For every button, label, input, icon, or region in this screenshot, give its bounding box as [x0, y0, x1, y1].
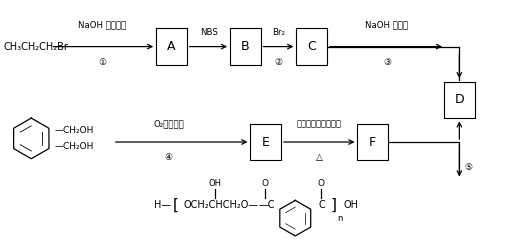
Text: H—: H— — [154, 200, 171, 210]
Text: ④: ④ — [165, 153, 173, 162]
Text: ]: ] — [331, 197, 337, 212]
Text: F: F — [369, 136, 376, 148]
Bar — [296, 28, 327, 65]
Text: O₂，催化剂: O₂，催化剂 — [153, 119, 184, 128]
Bar — [230, 28, 261, 65]
Text: NaOH 乙醇溶液: NaOH 乙醇溶液 — [79, 20, 127, 29]
Text: OH: OH — [208, 179, 221, 188]
Text: OH: OH — [344, 200, 359, 210]
Text: NBS: NBS — [200, 28, 218, 37]
Text: 新制氢氧化铜，酸化: 新制氢氧化铜，酸化 — [297, 119, 342, 128]
Bar — [357, 124, 388, 160]
Bar — [250, 124, 281, 160]
Text: E: E — [262, 136, 270, 148]
Text: △: △ — [316, 153, 322, 162]
Text: O: O — [261, 179, 268, 188]
Text: C: C — [307, 40, 316, 53]
Text: B: B — [241, 40, 249, 53]
Text: C: C — [318, 200, 325, 210]
Text: —CH₂OH: —CH₂OH — [54, 142, 94, 151]
Text: Br₂: Br₂ — [272, 28, 285, 37]
Bar — [444, 82, 475, 118]
Text: ③: ③ — [383, 58, 391, 67]
Text: ①: ① — [99, 58, 107, 67]
Text: CH₃CH₂CH₂Br: CH₃CH₂CH₂Br — [3, 42, 68, 52]
Text: n: n — [337, 214, 342, 223]
Text: [: [ — [173, 197, 179, 212]
Text: A: A — [167, 40, 176, 53]
Text: NaOH 水溶液: NaOH 水溶液 — [365, 20, 408, 29]
Text: D: D — [454, 93, 464, 106]
Text: —C: —C — [259, 200, 275, 210]
Bar — [156, 28, 187, 65]
Text: ⑤: ⑤ — [464, 163, 473, 172]
Text: —CH₂OH: —CH₂OH — [54, 126, 94, 135]
Text: ②: ② — [274, 58, 283, 67]
Text: O: O — [317, 179, 324, 188]
Text: OCH₂CHCH₂O—: OCH₂CHCH₂O— — [183, 200, 258, 210]
